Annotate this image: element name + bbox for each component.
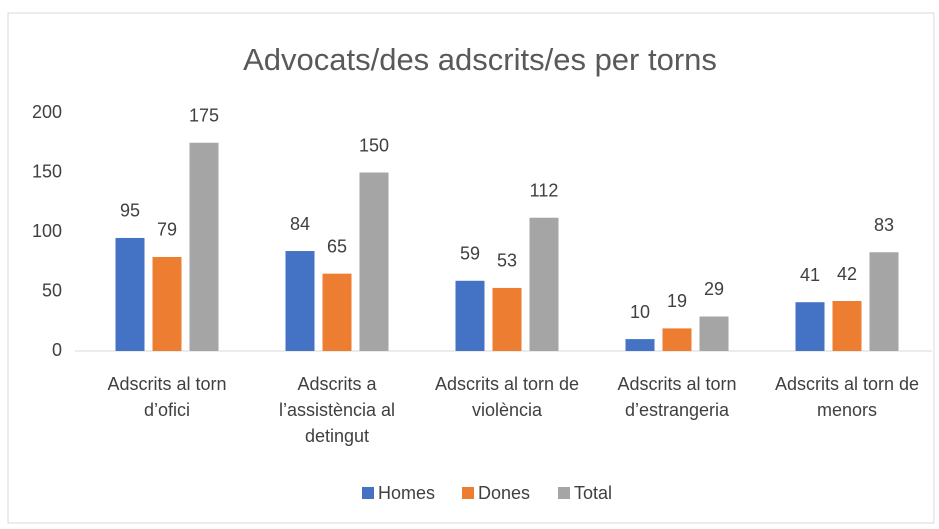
bar xyxy=(492,287,522,351)
legend-label: Homes xyxy=(378,483,435,503)
y-tick-label: 200 xyxy=(32,102,62,122)
bar xyxy=(285,251,315,351)
value-label: 95 xyxy=(120,201,140,221)
value-label: 150 xyxy=(359,135,389,155)
value-label: 42 xyxy=(837,264,857,284)
x-tick-label: Adscrits al torn d’estrangeria xyxy=(617,374,737,420)
value-label: 19 xyxy=(667,291,687,311)
value-label: 65 xyxy=(327,236,347,256)
value-label: 84 xyxy=(290,214,310,234)
legend-swatch xyxy=(462,487,474,499)
bar xyxy=(189,142,219,351)
value-label: 112 xyxy=(530,180,559,200)
value-label: 59 xyxy=(460,244,480,264)
bar xyxy=(869,252,899,351)
bar xyxy=(115,237,145,351)
bar xyxy=(832,301,862,351)
chart-border xyxy=(7,12,935,524)
x-tick-label: Adscrits a l’assistència al detingut xyxy=(278,374,396,446)
legend-label: Dones xyxy=(478,483,530,503)
bar xyxy=(662,328,692,351)
value-label: 175 xyxy=(189,106,219,126)
legend-swatch xyxy=(558,487,570,499)
y-tick-label: 50 xyxy=(42,280,62,300)
bar xyxy=(529,217,559,351)
bar xyxy=(359,172,389,351)
bar xyxy=(152,256,182,351)
bar xyxy=(625,339,655,351)
bar xyxy=(455,280,485,351)
x-tick-label: Adscrits al torn d’ofici xyxy=(107,374,227,420)
value-label: 79 xyxy=(157,220,177,240)
bar xyxy=(699,316,729,351)
legend-swatch xyxy=(362,487,374,499)
bar xyxy=(322,273,352,351)
legend-label: Total xyxy=(574,483,612,503)
value-label: 10 xyxy=(630,302,650,322)
bar xyxy=(795,302,825,351)
value-label: 29 xyxy=(704,279,724,299)
y-tick-label: 0 xyxy=(52,340,62,360)
value-label: 83 xyxy=(874,215,894,235)
value-label: 41 xyxy=(800,265,820,285)
y-tick-label: 150 xyxy=(32,161,62,181)
x-tick-label: Adscrits al torn de violència xyxy=(434,374,580,420)
chart-title: Advocats/des adscrits/es per torns xyxy=(243,42,717,77)
value-label: 53 xyxy=(497,251,517,271)
y-tick-label: 100 xyxy=(32,221,62,241)
x-tick-label: Adscrits al torn de menors xyxy=(774,374,920,420)
